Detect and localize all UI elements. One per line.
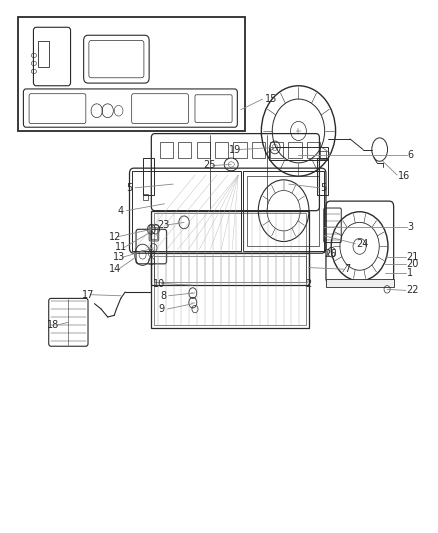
Bar [319, 151, 326, 159]
Bar [197, 142, 210, 158]
Text: 16: 16 [398, 171, 410, 181]
Bar [247, 175, 319, 246]
Text: 17: 17 [81, 289, 94, 300]
Text: 6: 6 [408, 150, 414, 160]
Text: 23: 23 [157, 220, 170, 230]
Bar [233, 142, 247, 158]
Bar [326, 279, 394, 287]
Bar [288, 142, 301, 158]
Bar [317, 158, 328, 195]
Text: 21: 21 [407, 252, 419, 262]
Bar [178, 142, 191, 158]
Bar [151, 253, 308, 328]
Bar [18, 17, 245, 131]
Text: 25: 25 [203, 160, 215, 171]
Text: 15: 15 [265, 94, 277, 104]
Bar [150, 227, 157, 239]
Text: 7: 7 [344, 264, 350, 274]
Text: 20: 20 [407, 259, 419, 269]
Bar [160, 142, 173, 158]
Text: 18: 18 [46, 320, 59, 330]
Bar [307, 142, 320, 158]
Text: 8: 8 [160, 290, 166, 301]
Bar [153, 256, 306, 325]
Bar [270, 142, 283, 158]
Bar [132, 171, 241, 251]
Text: 14: 14 [109, 264, 121, 274]
Bar [151, 211, 308, 285]
Text: 26: 26 [324, 249, 336, 259]
Bar [269, 147, 328, 160]
Text: 11: 11 [115, 243, 127, 252]
Bar [143, 193, 148, 200]
Text: 3: 3 [408, 222, 414, 232]
Bar [243, 171, 324, 251]
Bar [252, 142, 265, 158]
Text: 2: 2 [305, 279, 312, 289]
Bar [215, 142, 228, 158]
Text: 5: 5 [127, 183, 133, 193]
Text: 5: 5 [320, 183, 327, 193]
Text: 4: 4 [118, 206, 124, 216]
Text: 12: 12 [109, 232, 121, 242]
Text: 10: 10 [152, 279, 165, 288]
Text: 9: 9 [159, 304, 165, 314]
Text: 1: 1 [407, 268, 413, 278]
Bar [153, 213, 306, 282]
Bar [38, 41, 49, 67]
Text: 13: 13 [113, 253, 126, 262]
Bar [143, 158, 153, 195]
Text: 19: 19 [229, 144, 241, 155]
Text: 22: 22 [407, 286, 419, 295]
Text: 24: 24 [356, 239, 368, 248]
